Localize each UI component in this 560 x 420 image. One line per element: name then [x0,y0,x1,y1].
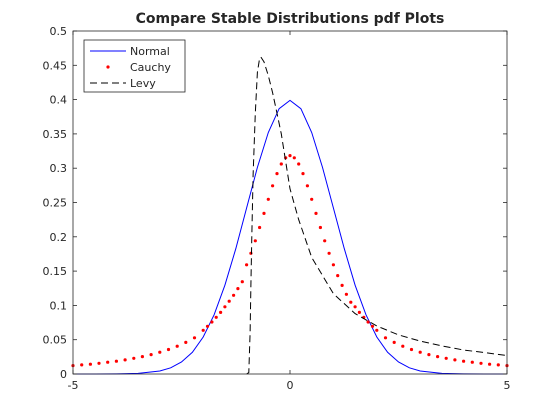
data-point [219,310,223,314]
y-tick-label: 0 [60,368,67,381]
data-point [192,336,197,340]
data-point [232,293,236,297]
data-point [184,340,188,344]
series-normal [73,99,507,375]
data-point [331,263,335,267]
data-point [453,358,457,362]
y-tick-label: 0.25 [43,197,68,210]
data-point [288,154,292,158]
series-line [246,56,508,375]
legend-label: Levy [130,77,156,90]
y-tick-label: 0.05 [43,334,68,347]
data-point [106,360,110,364]
data-point [357,310,361,314]
data-point [340,283,344,287]
data-point [292,156,296,160]
y-tick-label: 0.4 [50,94,68,107]
legend: Normal Cauchy Levy [83,39,186,93]
data-point [279,162,283,166]
data-point [318,225,322,230]
data-point [97,361,101,365]
legend-item-levy: Levy [90,77,156,90]
legend-marker [106,65,110,69]
series-levy [246,56,508,375]
data-point [149,353,153,357]
series-line [73,99,507,375]
data-point [349,300,353,304]
data-point [245,263,249,267]
data-point [427,353,431,357]
data-point [223,305,227,309]
data-point [210,320,214,324]
data-point [488,362,492,366]
x-tick-label: 5 [504,379,511,392]
data-point [366,320,370,324]
chart-title: Compare Stable Distributions pdf Plots [136,11,445,27]
data-point [375,328,379,332]
data-point [88,362,92,366]
legend-label: Normal [130,45,170,58]
data-point [114,359,118,363]
data-point [479,361,483,365]
x-axis: -5 0 5 [68,31,511,392]
data-point [301,172,305,176]
y-tick-label: 0.15 [43,265,68,278]
data-point [353,305,357,309]
series-cauchy [71,154,509,368]
legend-item-normal: Normal [90,45,170,58]
data-point [444,356,448,360]
legend-box [83,39,186,93]
data-point [305,184,309,188]
data-point [310,197,314,201]
data-point [323,239,327,243]
data-point [240,280,244,284]
data-point [383,336,388,340]
data-point [336,274,340,278]
data-point [344,292,348,296]
data-point [327,251,331,255]
data-point [227,299,231,303]
data-point [132,356,136,360]
data-point [258,225,262,230]
data-point [166,347,171,352]
data-point [462,359,466,363]
data-point [392,340,396,344]
data-point [409,347,414,352]
data-point [123,358,127,362]
data-point [236,287,240,291]
y-tick-label: 0.5 [50,25,68,38]
y-tick-label: 0.45 [43,59,68,72]
data-point [297,162,301,166]
y-tick-label: 0.35 [43,128,68,141]
data-point [370,324,375,328]
y-axis: 0 0.05 0.1 0.15 0.2 0.25 0.3 0.35 0.4 0.45 0.5 [43,25,507,381]
data-point [314,211,318,215]
y-tick-label: 0.1 [50,299,68,312]
data-point [80,363,84,367]
data-point [249,251,253,255]
data-point [201,328,205,332]
data-point [253,239,257,243]
data-point [271,184,275,188]
data-point [158,350,162,354]
data-point [175,344,179,348]
y-tick-label: 0.3 [50,162,68,175]
data-point [418,350,422,354]
data-point [496,363,500,367]
data-point [214,315,218,319]
x-tick-label: 0 [287,379,294,392]
legend-item-cauchy: Cauchy [106,61,171,74]
data-point [436,355,440,359]
legend-label: Cauchy [130,61,171,74]
data-point [205,324,210,328]
data-point [266,197,270,201]
data-point [470,360,474,364]
data-point [140,355,144,359]
data-point [262,211,266,215]
x-tick-label: -5 [68,379,79,392]
y-tick-label: 0.2 [50,231,68,244]
data-point [275,172,279,176]
data-point [401,344,405,348]
